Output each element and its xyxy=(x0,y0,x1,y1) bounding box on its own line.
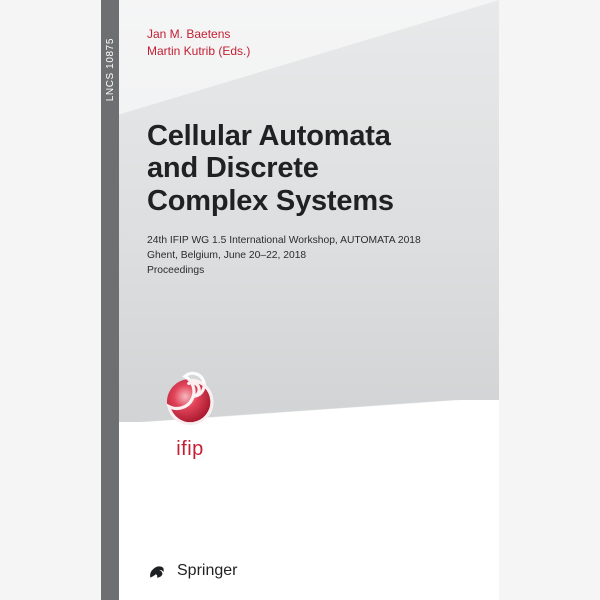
org-logo-block: ifip xyxy=(147,370,233,461)
title-line: Complex Systems xyxy=(147,185,471,217)
org-label: ifip xyxy=(147,438,233,461)
subtitle-line: Proceedings xyxy=(147,264,459,279)
book-subtitle: 24th IFIP WG 1.5 International Workshop,… xyxy=(147,234,459,279)
subtitle-line: 24th IFIP WG 1.5 International Workshop,… xyxy=(147,234,459,249)
springer-horse-icon xyxy=(147,560,169,582)
subtitle-line: Ghent, Belgium, June 20–22, 2018 xyxy=(147,249,459,264)
publisher-block: Springer xyxy=(147,560,237,582)
spine-strip: LNCS 10875 xyxy=(101,0,119,600)
book-title: Cellular Automata and Discrete Complex S… xyxy=(147,120,471,217)
editor-line: Jan M. Baetens xyxy=(147,26,250,43)
series-code: LNCS 10875 xyxy=(105,38,116,101)
editors-block: Jan M. Baetens Martin Kutrib (Eds.) xyxy=(147,26,250,61)
ifip-swirl-icon xyxy=(158,370,222,434)
editor-line: Martin Kutrib (Eds.) xyxy=(147,43,250,60)
book-cover: LNCS 10875 Jan M. Baetens Martin Kutrib … xyxy=(101,0,499,600)
title-line: and Discrete xyxy=(147,152,471,184)
title-line: Cellular Automata xyxy=(147,120,471,152)
publisher-name: Springer xyxy=(177,562,237,580)
